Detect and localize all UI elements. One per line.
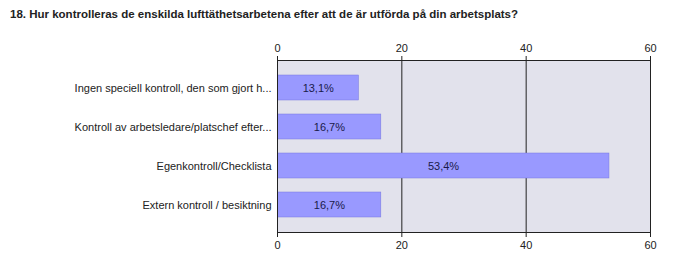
html-text:18. Hur kontrolleras de enskil: 18. Hur kontrolleras de enskilda lufttät…	[10, 8, 518, 20]
svg-text:20: 20	[396, 42, 408, 54]
svg-text:Egenkontroll/Checklista: Egenkontroll/Checklista	[157, 160, 273, 172]
svg-text:Extern kontroll / besiktning: Extern kontroll / besiktning	[142, 199, 271, 211]
svg-text:60: 60	[644, 239, 656, 251]
svg-text:60: 60	[644, 42, 656, 54]
svg-text:Kontroll av arbetsledare/plats: Kontroll av arbetsledare/platschef efter…	[75, 121, 272, 133]
svg-text:40: 40	[520, 239, 532, 251]
svg-text:16,7%: 16,7%	[314, 199, 345, 211]
svg-text:16,7%: 16,7%	[314, 121, 345, 133]
svg-text:0: 0	[274, 239, 280, 251]
svg-text:20: 20	[396, 239, 408, 251]
svg-text:Ingen speciell kontroll, den s: Ingen speciell kontroll, den som gjort h…	[75, 82, 272, 94]
svg-text:0: 0	[274, 42, 280, 54]
svg-text:40: 40	[520, 42, 532, 54]
svg-text:13,1%: 13,1%	[303, 82, 334, 94]
svg-text:53,4%: 53,4%	[428, 160, 459, 172]
